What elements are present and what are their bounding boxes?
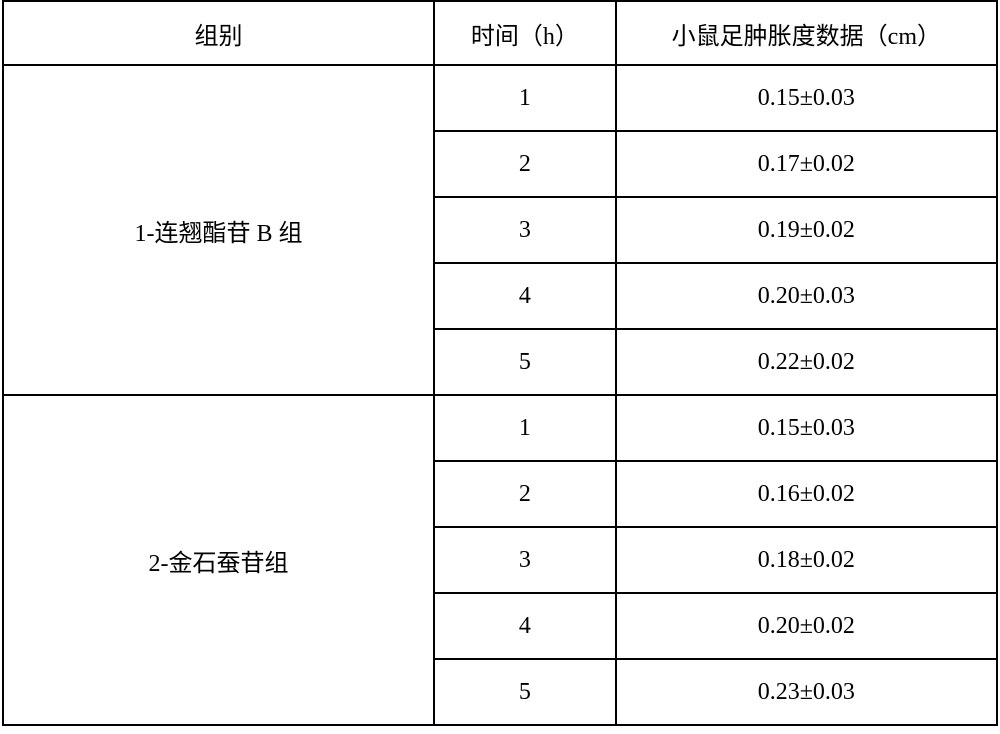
value-cell: 0.18±0.02 xyxy=(616,527,997,593)
value-cell: 0.17±0.02 xyxy=(616,131,997,197)
table-header-row: 组别 时间（h） 小鼠足肿胀度数据（cm） xyxy=(3,1,997,65)
time-cell: 4 xyxy=(434,593,616,659)
time-cell: 3 xyxy=(434,197,616,263)
value-cell: 0.15±0.03 xyxy=(616,395,997,461)
value-cell: 0.19±0.02 xyxy=(616,197,997,263)
time-cell: 1 xyxy=(434,65,616,131)
value-cell: 0.15±0.03 xyxy=(616,65,997,131)
group-name-cell: 2-金石蚕苷组 xyxy=(3,395,434,725)
time-cell: 4 xyxy=(434,263,616,329)
value-cell: 0.20±0.03 xyxy=(616,263,997,329)
time-cell: 1 xyxy=(434,395,616,461)
time-cell: 2 xyxy=(434,461,616,527)
header-time: 时间（h） xyxy=(434,1,616,65)
header-data: 小鼠足肿胀度数据（cm） xyxy=(616,1,997,65)
time-cell: 5 xyxy=(434,659,616,725)
group-name-cell: 1-连翘酯苷 B 组 xyxy=(3,65,434,395)
time-cell: 2 xyxy=(434,131,616,197)
value-cell: 0.22±0.02 xyxy=(616,329,997,395)
value-cell: 0.16±0.02 xyxy=(616,461,997,527)
table-row: 1-连翘酯苷 B 组 1 0.15±0.03 xyxy=(3,65,997,131)
time-cell: 5 xyxy=(434,329,616,395)
time-cell: 3 xyxy=(434,527,616,593)
header-group: 组别 xyxy=(3,1,434,65)
value-cell: 0.23±0.03 xyxy=(616,659,997,725)
value-cell: 0.20±0.02 xyxy=(616,593,997,659)
table-row: 2-金石蚕苷组 1 0.15±0.03 xyxy=(3,395,997,461)
data-table: 组别 时间（h） 小鼠足肿胀度数据（cm） 1-连翘酯苷 B 组 1 0.15±… xyxy=(2,0,998,726)
